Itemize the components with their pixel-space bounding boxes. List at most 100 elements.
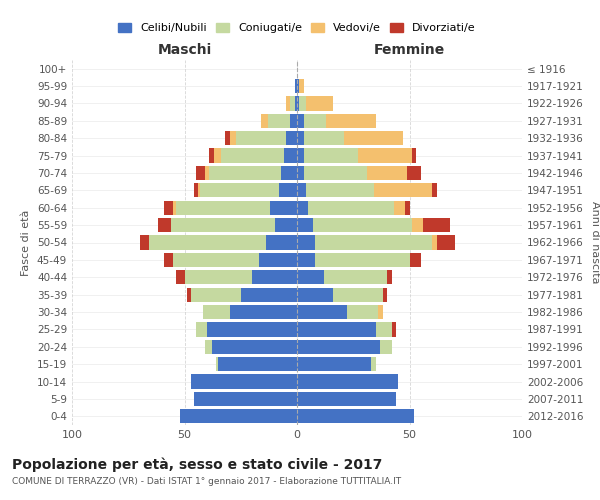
- Bar: [297, 183, 306, 198]
- Bar: [387, 270, 392, 284]
- Bar: [347, 305, 378, 319]
- Bar: [383, 288, 387, 302]
- Bar: [297, 305, 347, 319]
- Bar: [173, 253, 259, 267]
- Bar: [193, 392, 297, 406]
- Bar: [308, 200, 394, 215]
- Bar: [407, 166, 421, 180]
- Bar: [313, 218, 412, 232]
- Bar: [409, 253, 421, 267]
- Bar: [164, 253, 173, 267]
- Bar: [295, 79, 297, 93]
- Bar: [315, 236, 432, 250]
- Bar: [412, 218, 423, 232]
- Legend: Celibi/Nubili, Coniugati/e, Vedovi/e, Divorziati/e: Celibi/Nubili, Coniugati/e, Vedovi/e, Di…: [114, 18, 480, 38]
- Bar: [306, 96, 333, 110]
- Bar: [297, 148, 304, 162]
- Bar: [412, 148, 416, 162]
- Bar: [378, 305, 383, 319]
- Bar: [297, 270, 324, 284]
- Bar: [326, 114, 376, 128]
- Bar: [229, 305, 297, 319]
- Bar: [297, 131, 304, 146]
- Bar: [299, 96, 306, 110]
- Bar: [209, 148, 214, 162]
- Bar: [171, 218, 275, 232]
- Bar: [297, 79, 299, 93]
- Text: Femmine: Femmine: [374, 42, 445, 56]
- Bar: [297, 322, 376, 336]
- Bar: [180, 409, 297, 424]
- Bar: [205, 340, 212, 354]
- Bar: [191, 374, 297, 388]
- Bar: [344, 131, 403, 146]
- Bar: [173, 200, 176, 215]
- Bar: [265, 236, 297, 250]
- Bar: [207, 322, 297, 336]
- Bar: [297, 392, 396, 406]
- Bar: [315, 253, 409, 267]
- Bar: [380, 340, 392, 354]
- Bar: [193, 183, 198, 198]
- Bar: [437, 236, 455, 250]
- Bar: [209, 166, 281, 180]
- Bar: [268, 114, 290, 128]
- Bar: [297, 236, 315, 250]
- Bar: [261, 114, 268, 128]
- Bar: [279, 183, 297, 198]
- Bar: [176, 270, 185, 284]
- Bar: [214, 148, 221, 162]
- Text: Maschi: Maschi: [157, 42, 212, 56]
- Bar: [241, 288, 297, 302]
- Bar: [324, 270, 387, 284]
- Bar: [392, 322, 396, 336]
- Bar: [432, 183, 437, 198]
- Bar: [205, 166, 209, 180]
- Bar: [281, 166, 297, 180]
- Bar: [290, 114, 297, 128]
- Bar: [198, 183, 200, 198]
- Bar: [196, 322, 207, 336]
- Bar: [275, 218, 297, 232]
- Bar: [196, 166, 205, 180]
- Bar: [216, 357, 218, 372]
- Bar: [304, 148, 358, 162]
- Bar: [176, 200, 270, 215]
- Bar: [297, 253, 315, 267]
- Bar: [358, 148, 412, 162]
- Bar: [299, 79, 304, 93]
- Bar: [297, 166, 304, 180]
- Bar: [157, 218, 171, 232]
- Bar: [432, 236, 437, 250]
- Bar: [286, 96, 290, 110]
- Bar: [333, 288, 383, 302]
- Bar: [394, 200, 405, 215]
- Bar: [367, 166, 407, 180]
- Bar: [297, 96, 299, 110]
- Bar: [297, 288, 333, 302]
- Bar: [297, 409, 414, 424]
- Bar: [218, 357, 297, 372]
- Text: COMUNE DI TERRAZZO (VR) - Dati ISTAT 1° gennaio 2017 - Elaborazione TUTTITALIA.I: COMUNE DI TERRAZZO (VR) - Dati ISTAT 1° …: [12, 478, 401, 486]
- Bar: [164, 200, 173, 215]
- Y-axis label: Anni di nascita: Anni di nascita: [590, 201, 600, 284]
- Bar: [297, 200, 308, 215]
- Bar: [225, 131, 229, 146]
- Bar: [212, 340, 297, 354]
- Bar: [373, 183, 432, 198]
- Bar: [149, 236, 265, 250]
- Text: Popolazione per età, sesso e stato civile - 2017: Popolazione per età, sesso e stato civil…: [12, 458, 382, 472]
- Bar: [297, 340, 380, 354]
- Bar: [236, 131, 286, 146]
- Bar: [221, 148, 284, 162]
- Bar: [304, 166, 367, 180]
- Bar: [297, 218, 313, 232]
- Y-axis label: Fasce di età: Fasce di età: [22, 210, 31, 276]
- Bar: [297, 114, 304, 128]
- Bar: [405, 200, 409, 215]
- Bar: [304, 114, 326, 128]
- Bar: [203, 305, 229, 319]
- Bar: [286, 131, 297, 146]
- Bar: [423, 218, 450, 232]
- Bar: [297, 374, 398, 388]
